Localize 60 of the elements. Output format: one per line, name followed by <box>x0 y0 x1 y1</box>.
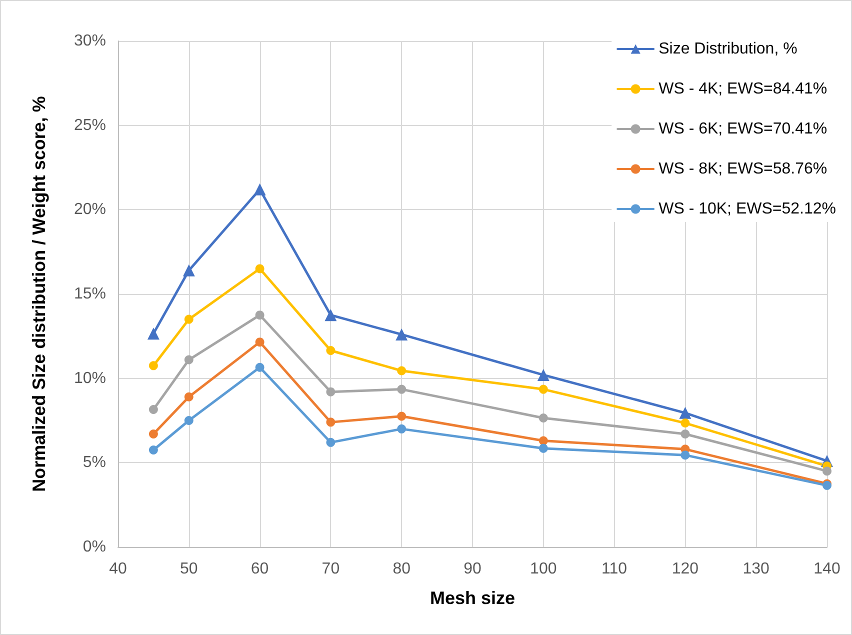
point <box>182 264 195 276</box>
y-tick-label: 15% <box>74 286 106 302</box>
point <box>147 328 160 340</box>
point <box>324 309 337 322</box>
point <box>538 413 548 422</box>
x-tick-label: 140 <box>814 560 840 578</box>
point <box>326 438 336 447</box>
y-tick-label: 20% <box>74 201 106 218</box>
x-tick-label: 90 <box>464 560 482 578</box>
legend-label: WS - 10K; EWS=52.12% <box>658 200 836 218</box>
x-tick-label: 130 <box>742 560 770 578</box>
point <box>397 384 406 394</box>
point <box>255 362 264 372</box>
point <box>326 418 336 427</box>
point <box>538 444 548 453</box>
point <box>537 368 550 381</box>
point <box>255 310 264 320</box>
x-tick-label: 70 <box>322 560 340 578</box>
point <box>184 416 194 425</box>
point <box>397 424 406 434</box>
y-tick-label: 30% <box>74 32 106 50</box>
y-tick-label: 25% <box>74 116 106 134</box>
x-tick-label: 40 <box>109 560 127 578</box>
point <box>680 418 690 428</box>
point <box>680 429 690 438</box>
point <box>397 366 406 376</box>
point <box>679 406 692 419</box>
legend-label: Size Distribution, % <box>658 40 798 58</box>
point <box>255 264 264 274</box>
x-tick-label: 120 <box>672 560 699 578</box>
point <box>148 361 158 370</box>
y-tick-label: 10% <box>74 370 106 387</box>
point <box>538 384 548 394</box>
y-tick-label: 5% <box>82 454 106 472</box>
point <box>680 450 690 460</box>
point <box>397 412 406 421</box>
y-tick-label: 0% <box>82 538 106 556</box>
point <box>148 429 158 438</box>
point <box>326 346 336 355</box>
y-axis-title: Normalized Size distribution / Weight score, % <box>29 96 49 492</box>
x-axis-title: Mesh size <box>430 588 516 608</box>
legend-label: WS - 8K; EWS=58.76% <box>658 160 828 178</box>
point <box>184 392 194 402</box>
point <box>396 328 408 340</box>
x-tick-label: 60 <box>250 560 269 578</box>
point <box>254 183 266 196</box>
point <box>148 405 158 414</box>
point <box>184 355 194 364</box>
point <box>184 314 194 324</box>
x-tick-label: 50 <box>180 560 198 578</box>
point <box>538 436 548 446</box>
x-tick-label: 100 <box>530 560 557 578</box>
legend-label: WS - 4K; EWS=84.41% <box>658 80 828 98</box>
point <box>148 446 158 455</box>
x-tick-label: 110 <box>602 560 628 578</box>
x-tick-label: 80 <box>392 560 411 578</box>
legend-label: WS - 6K; EWS=70.41% <box>658 120 828 138</box>
point <box>822 466 832 476</box>
point <box>326 387 336 396</box>
point <box>255 338 264 347</box>
